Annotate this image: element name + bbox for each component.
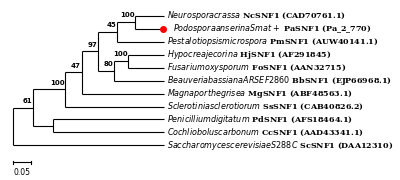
Text: $\mathit{Beauveria bassiana ARSEF 2860}$ BbSNF1 (EJP66968.1): $\mathit{Beauveria bassiana ARSEF 2860}$… (167, 74, 392, 87)
Text: 100: 100 (120, 12, 134, 18)
Text: 100: 100 (113, 51, 127, 57)
Text: 45: 45 (107, 22, 117, 28)
Text: $\mathit{Hypocrea jecorina}$ HjSNF1 (AF291845): $\mathit{Hypocrea jecorina}$ HjSNF1 (AF2… (167, 48, 331, 61)
Text: $\mathit{Saccharomyces cerevisiae S288C}$ ScSNF1 (DAA12310): $\mathit{Saccharomyces cerevisiae S288C}… (167, 139, 393, 152)
Text: $\mathit{Sclerotinia sclerotiorum}$ SsSNF1 (CAB40826.2): $\mathit{Sclerotinia sclerotiorum}$ SsSN… (167, 101, 364, 112)
Text: $\mathit{Pestalotiopsis microspora}$ PmSNF1 (AUW40141.1): $\mathit{Pestalotiopsis microspora}$ PmS… (167, 35, 378, 48)
Text: 61: 61 (23, 98, 32, 104)
Text: $\mathit{Fusarium oxysporum}$ FoSNF1 (AAN32715): $\mathit{Fusarium oxysporum}$ FoSNF1 (AA… (167, 61, 346, 74)
Text: 0.05: 0.05 (13, 168, 30, 177)
Text: $\mathit{Podospora anserina S mat+}$ PaSNF1 (Pa_2_770): $\mathit{Podospora anserina S mat+}$ PaS… (173, 22, 372, 35)
Text: 80: 80 (103, 61, 113, 67)
Text: 100: 100 (50, 80, 65, 86)
Text: $\mathit{Magnaporthe grisea}$ MgSNF1 (ABF48563.1): $\mathit{Magnaporthe grisea}$ MgSNF1 (AB… (167, 87, 353, 100)
Text: $\mathit{Cochliobolus carbonum}$ CcSNF1 (AAD43341.1): $\mathit{Cochliobolus carbonum}$ CcSNF1 … (167, 127, 364, 138)
Text: $\mathit{Penicillium digitatum}$ PdSNF1 (AFS18464.1): $\mathit{Penicillium digitatum}$ PdSNF1 … (167, 113, 353, 126)
Text: 97: 97 (87, 42, 97, 48)
Text: $\mathit{Neurospora crassa}$ NcSNF1 (CAD70761.1): $\mathit{Neurospora crassa}$ NcSNF1 (CAD… (167, 9, 346, 22)
Text: 47: 47 (71, 63, 81, 69)
